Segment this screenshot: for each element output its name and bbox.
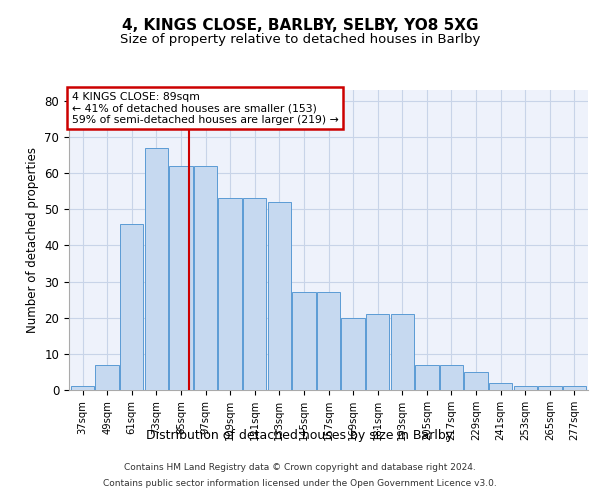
Text: Distribution of detached houses by size in Barlby: Distribution of detached houses by size … [146, 430, 454, 442]
Bar [440, 364, 463, 390]
Text: Contains HM Land Registry data © Crown copyright and database right 2024.: Contains HM Land Registry data © Crown c… [124, 464, 476, 472]
Bar [169, 166, 193, 390]
Bar [341, 318, 365, 390]
Bar [366, 314, 389, 390]
Text: 4 KINGS CLOSE: 89sqm
← 41% of detached houses are smaller (153)
59% of semi-deta: 4 KINGS CLOSE: 89sqm ← 41% of detached h… [71, 92, 338, 124]
Bar [120, 224, 143, 390]
Bar [317, 292, 340, 390]
Bar [218, 198, 242, 390]
Bar [145, 148, 168, 390]
Text: 4, KINGS CLOSE, BARLBY, SELBY, YO8 5XG: 4, KINGS CLOSE, BARLBY, SELBY, YO8 5XG [122, 18, 478, 32]
Bar [391, 314, 414, 390]
Y-axis label: Number of detached properties: Number of detached properties [26, 147, 39, 333]
Bar [464, 372, 488, 390]
Bar [71, 386, 94, 390]
Bar [194, 166, 217, 390]
Bar [563, 386, 586, 390]
Bar [268, 202, 291, 390]
Bar [489, 383, 512, 390]
Bar [514, 386, 537, 390]
Text: Contains public sector information licensed under the Open Government Licence v3: Contains public sector information licen… [103, 478, 497, 488]
Bar [95, 364, 119, 390]
Bar [415, 364, 439, 390]
Bar [292, 292, 316, 390]
Bar [243, 198, 266, 390]
Text: Size of property relative to detached houses in Barlby: Size of property relative to detached ho… [120, 32, 480, 46]
Bar [538, 386, 562, 390]
